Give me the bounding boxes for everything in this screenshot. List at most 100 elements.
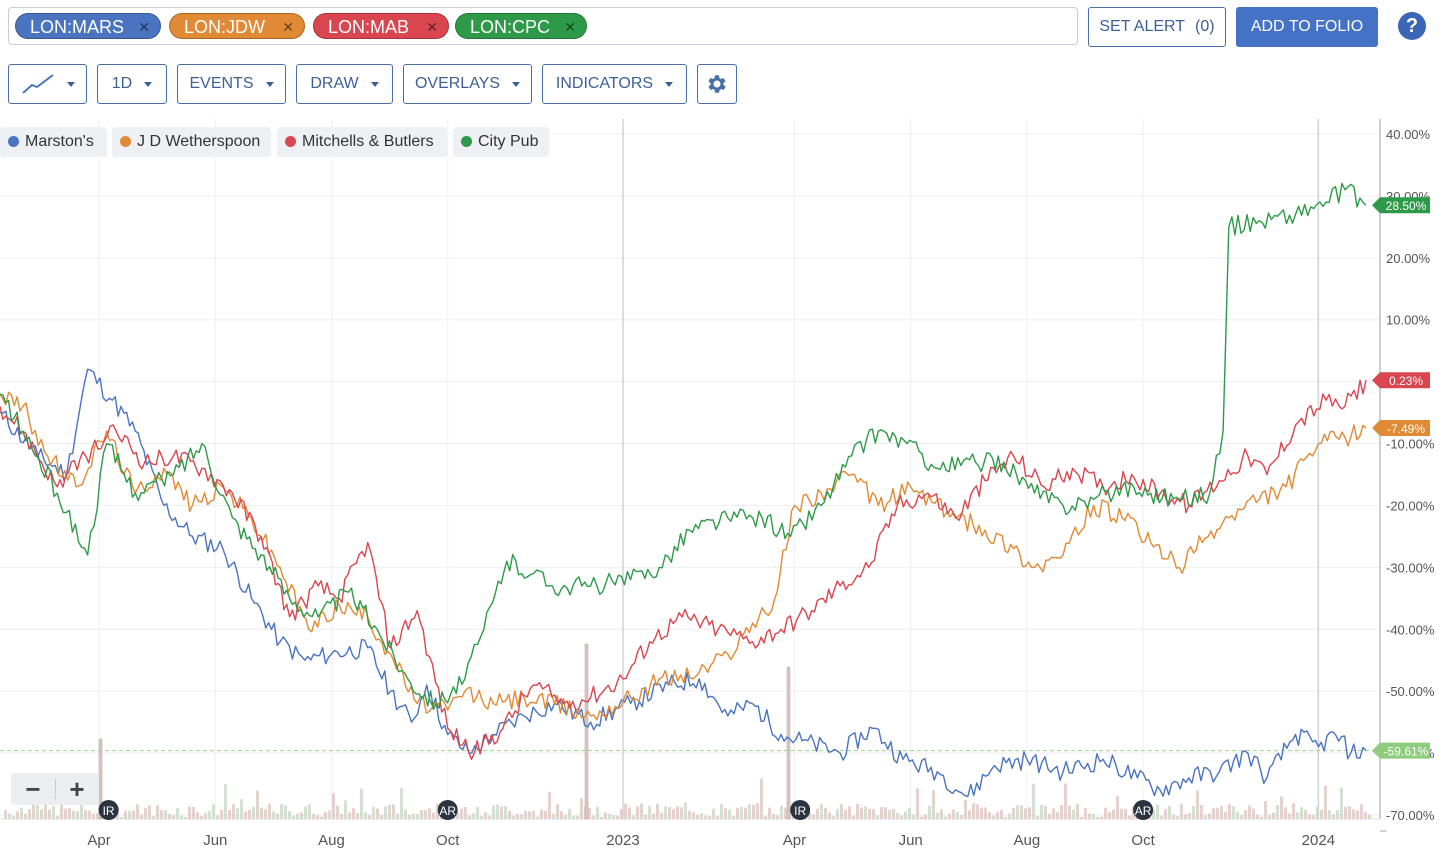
volume-bar <box>604 812 607 819</box>
ticker-tag-jdw[interactable]: LON:JDW ✕ <box>169 13 305 39</box>
volume-bar <box>408 814 411 819</box>
volume-bar <box>1000 809 1003 819</box>
volume-bar <box>92 813 95 819</box>
volume-bar <box>256 790 259 819</box>
volume-bar <box>692 811 695 819</box>
volume-bar <box>1004 816 1007 819</box>
volume-bar <box>248 809 251 819</box>
volume-bar <box>920 816 923 819</box>
legend-item-marstons[interactable]: Marston's <box>0 127 107 157</box>
volume-bar <box>520 814 523 819</box>
zoom-control: − + <box>11 773 99 805</box>
volume-bar <box>504 806 507 819</box>
volume-bar <box>60 804 63 819</box>
close-icon[interactable]: ✕ <box>138 19 150 35</box>
volume-bar <box>1356 810 1359 819</box>
volume-bar <box>732 816 735 819</box>
help-icon[interactable]: ? <box>1398 12 1426 40</box>
event-marker-label: AR <box>1135 804 1152 818</box>
price-chart[interactable]: 40.00%30.00%20.00%10.00%0.00%-10.00%-20.… <box>0 119 1442 851</box>
ticker-tag-mars[interactable]: LON:MARS ✕ <box>15 13 161 39</box>
volume-bar <box>1064 783 1067 819</box>
volume-bar <box>1020 805 1023 819</box>
volume-bar <box>1188 813 1191 819</box>
close-icon[interactable]: ✕ <box>426 19 438 35</box>
last-value-label: 28.50% <box>1386 199 1427 213</box>
volume-bar <box>1232 806 1235 819</box>
draw-dropdown[interactable]: DRAW <box>296 64 393 104</box>
volume-bar <box>144 807 147 819</box>
x-tick-label: 2023 <box>606 832 639 849</box>
zoom-in-button[interactable]: + <box>69 774 85 804</box>
volume-bar <box>664 806 667 819</box>
last-value-label: 0.23% <box>1389 374 1423 388</box>
settings-button[interactable] <box>697 64 737 104</box>
overlays-dropdown[interactable]: OVERLAYS <box>403 64 532 104</box>
volume-bar <box>80 803 83 819</box>
volume-bar <box>1012 807 1015 819</box>
volume-bar <box>184 816 187 819</box>
volume-bar <box>668 807 671 819</box>
volume-bar <box>48 809 51 819</box>
volume-bar <box>1172 814 1175 819</box>
indicators-dropdown[interactable]: INDICATORS <box>542 64 687 104</box>
ticker-tag-mab[interactable]: LON:MAB ✕ <box>313 13 449 39</box>
volume-bar <box>428 808 431 819</box>
overlays-label: OVERLAYS <box>414 75 501 92</box>
close-icon[interactable]: ✕ <box>564 19 576 35</box>
volume-bar <box>276 813 279 819</box>
volume-bar <box>900 815 903 819</box>
volume-bar <box>540 809 543 819</box>
legend-item-jdw[interactable]: J D Wetherspoon <box>112 127 271 157</box>
volume-bar <box>296 813 299 819</box>
chevron-down-icon <box>144 81 153 87</box>
volume-bar <box>1228 804 1231 819</box>
volume-bar <box>720 803 723 819</box>
ticker-search-bar[interactable]: LON:MARS ✕ LON:JDW ✕ LON:MAB ✕ LON:CPC ✕ <box>8 7 1078 45</box>
volume-bar <box>1204 814 1207 819</box>
volume-bar <box>364 812 367 819</box>
volume-bar <box>984 807 987 819</box>
volume-bar <box>1280 796 1283 819</box>
volume-bar <box>876 815 879 819</box>
volume-bar <box>1248 805 1251 819</box>
volume-bar <box>388 804 391 819</box>
volume-bar <box>1252 808 1255 819</box>
volume-bar <box>760 778 763 819</box>
volume-bar <box>28 809 31 819</box>
volume-bar <box>472 813 475 819</box>
volume-bar <box>148 805 151 819</box>
chart-type-dropdown[interactable] <box>8 64 87 104</box>
volume-bar <box>968 810 971 819</box>
volume-bar <box>564 814 567 819</box>
set-alert-button[interactable]: SET ALERT (0) <box>1088 7 1226 47</box>
volume-bar <box>512 815 515 819</box>
y-tick-label: 10.00% <box>1386 313 1431 328</box>
zoom-out-button[interactable]: − <box>25 774 41 804</box>
add-to-folio-button[interactable]: ADD TO FOLIO <box>1236 7 1378 47</box>
close-icon[interactable]: ✕ <box>282 19 294 35</box>
legend-color-dot <box>8 136 19 147</box>
volume-bar <box>416 813 419 819</box>
volume-bar <box>988 812 991 819</box>
legend-item-citypub[interactable]: City Pub <box>453 127 549 157</box>
y-tick-label: -30.00% <box>1386 560 1435 575</box>
chart-area[interactable]: 40.00%30.00%20.00%10.00%0.00%-10.00%-20.… <box>0 119 1442 851</box>
volume-bar <box>524 810 527 819</box>
volume-bar <box>212 804 215 819</box>
volume-bar <box>132 810 135 819</box>
period-dropdown[interactable]: 1D <box>97 64 167 104</box>
legend-item-mab[interactable]: Mitchells & Butlers <box>277 127 447 157</box>
ticker-tag-cpc[interactable]: LON:CPC ✕ <box>455 13 587 39</box>
volume-bar <box>1276 805 1279 819</box>
volume-bar <box>992 815 995 819</box>
volume-bar <box>1152 808 1155 819</box>
volume-bar <box>1164 808 1167 819</box>
volume-bar <box>124 810 127 819</box>
volume-bar <box>192 806 195 819</box>
volume-bar <box>288 811 291 819</box>
volume-bar <box>1240 815 1243 819</box>
volume-bar <box>328 810 331 819</box>
events-dropdown[interactable]: EVENTS <box>177 64 286 104</box>
volume-bar <box>832 816 835 819</box>
